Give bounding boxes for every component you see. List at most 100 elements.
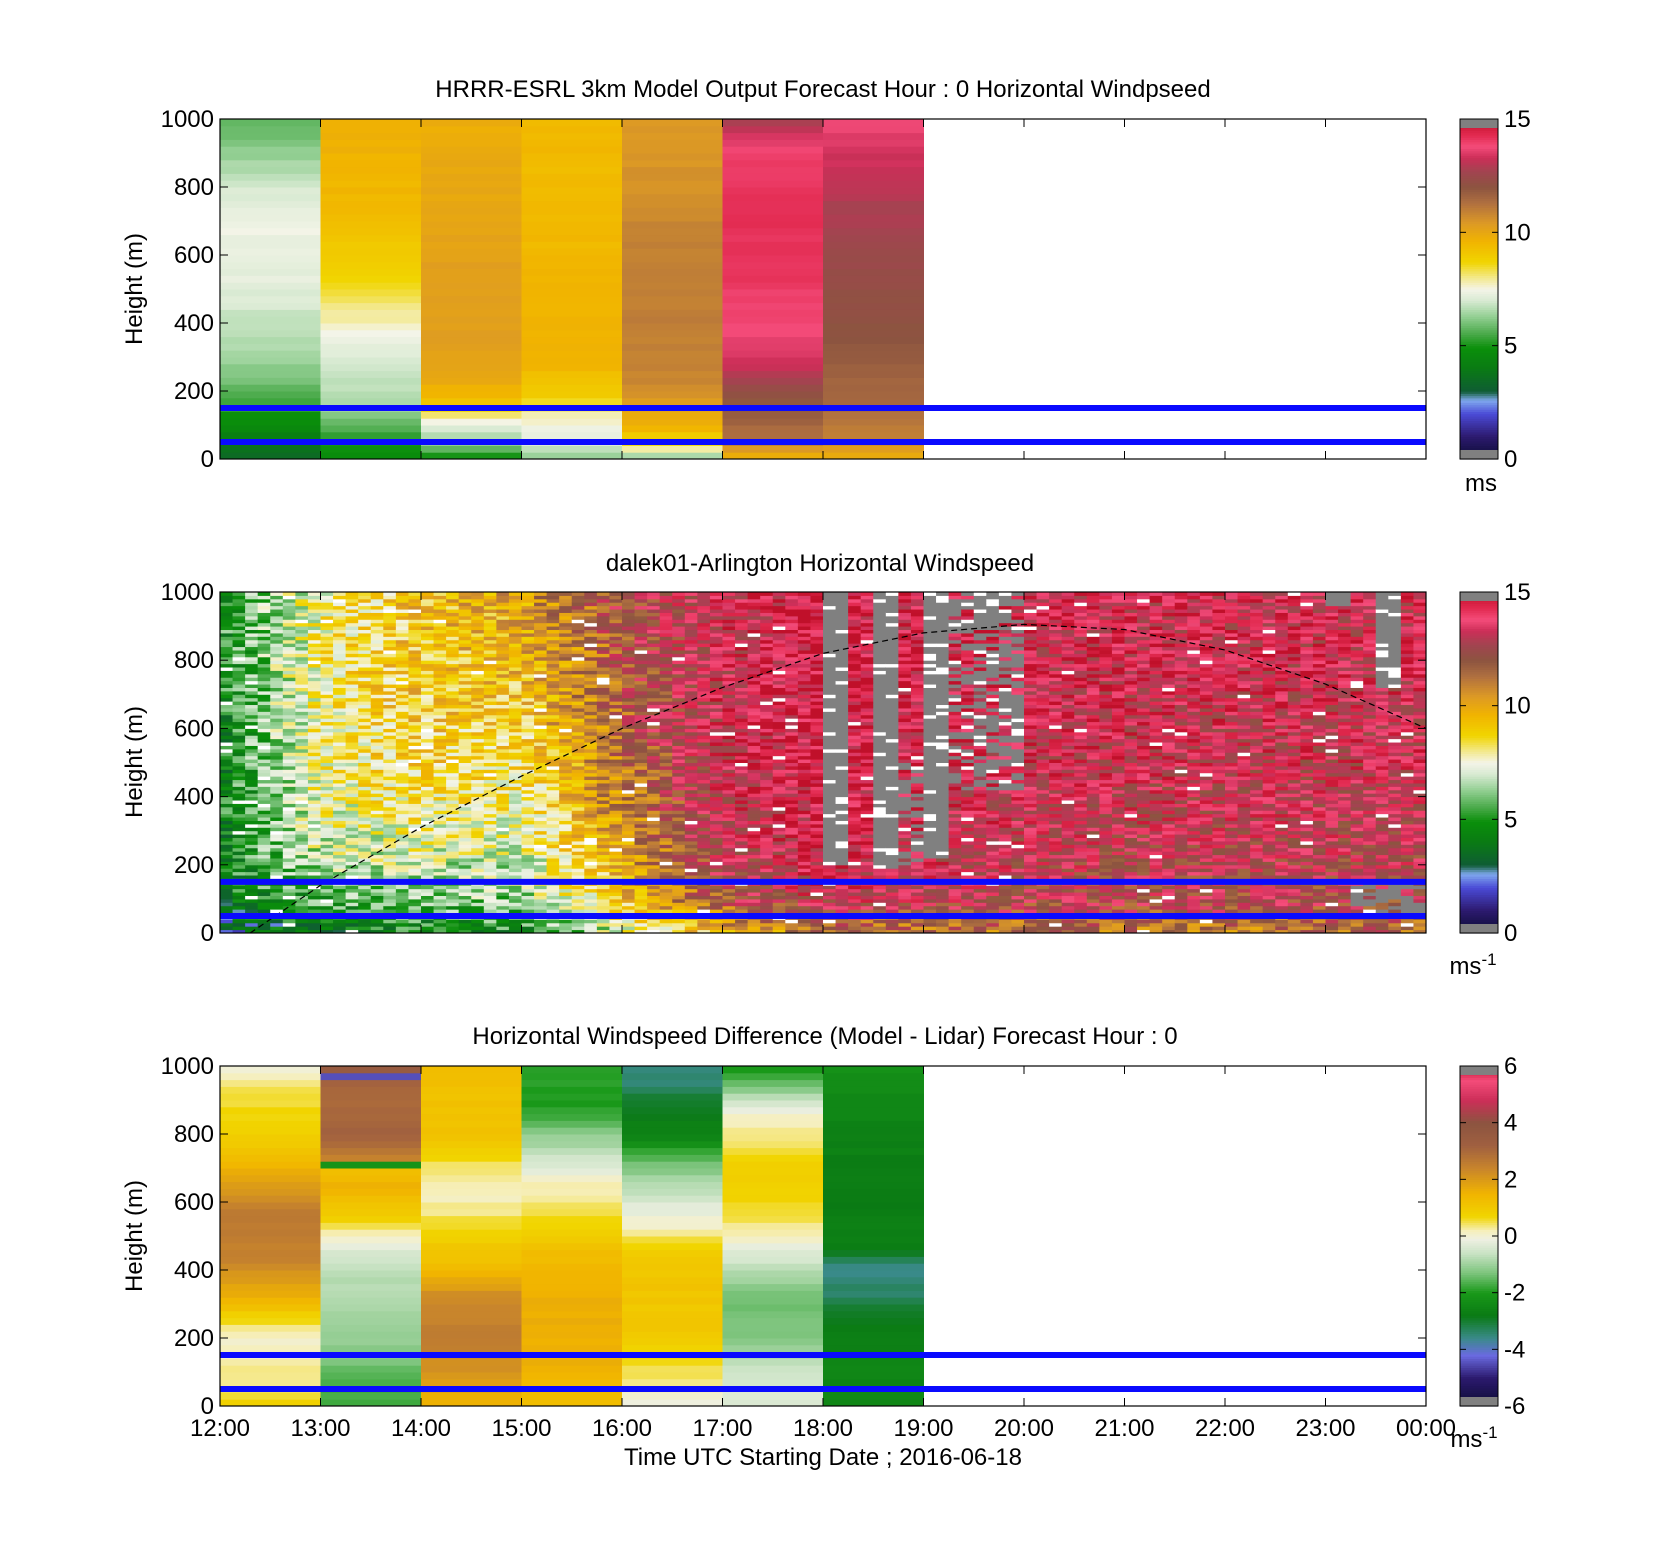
heatmap-cell	[257, 731, 271, 736]
heatmap-cell	[295, 844, 309, 849]
heatmap-cell	[622, 605, 636, 610]
heatmap-cell	[220, 241, 321, 249]
heatmap-cell	[471, 861, 485, 866]
heatmap-cell	[659, 615, 673, 620]
heatmap-cell	[421, 830, 435, 835]
heatmap-cell	[220, 742, 234, 746]
heatmap-cell	[709, 605, 723, 610]
heatmap-cell	[245, 844, 259, 849]
heatmap-cell	[521, 445, 623, 453]
heatmap-cell	[320, 615, 334, 620]
heatmap-cell	[270, 765, 284, 770]
heatmap-cell	[559, 735, 573, 740]
heatmap-cell	[307, 605, 321, 610]
heatmap-cell	[408, 649, 422, 654]
heatmap-cell	[634, 885, 648, 890]
heatmap-cell	[232, 615, 246, 620]
colorbar-swatch	[1460, 338, 1498, 342]
heatmap-cell	[672, 701, 686, 706]
heatmap-cell	[672, 844, 686, 849]
heatmap-cell	[647, 834, 661, 839]
heatmap-cell	[320, 660, 334, 665]
heatmap-cell	[270, 721, 284, 726]
heatmap-cell	[433, 929, 447, 933]
heatmap-cell	[496, 755, 510, 760]
heatmap-cell	[496, 592, 510, 596]
heatmap-cell	[647, 837, 661, 842]
heatmap-cell	[345, 629, 359, 634]
heatmap-cell	[471, 871, 485, 876]
heatmap-cell	[659, 800, 673, 804]
heatmap-cell	[220, 714, 234, 719]
heatmap-cell	[220, 728, 234, 733]
heatmap-cell	[282, 724, 296, 729]
colorbar-swatch	[1460, 205, 1498, 208]
heatmap-cell	[408, 612, 422, 617]
heatmap-cell	[270, 875, 284, 879]
heatmap-cell	[383, 834, 397, 839]
heatmap-cell	[521, 857, 535, 862]
heatmap-cell	[584, 885, 598, 890]
heatmap-cell	[647, 929, 661, 933]
heatmap-cell	[647, 851, 661, 856]
heatmap-cell	[270, 782, 284, 787]
heatmap-cell	[622, 146, 723, 154]
heatmap-cell	[584, 800, 598, 804]
heatmap-cell	[220, 895, 234, 900]
heatmap-cell	[722, 207, 824, 215]
heatmap-cell	[421, 275, 522, 283]
heatmap-cell	[747, 622, 761, 627]
heatmap-cell	[672, 667, 686, 671]
heatmap-cell	[370, 609, 384, 613]
heatmap-cell	[735, 810, 749, 815]
heatmap-cell	[747, 772, 761, 777]
heatmap-cell	[659, 888, 673, 893]
heatmap-cell	[433, 789, 447, 794]
heatmap-cell	[270, 643, 284, 648]
heatmap-cell	[596, 704, 610, 709]
heatmap-cell	[358, 779, 372, 784]
heatmap-cell	[395, 622, 409, 627]
heatmap-cell	[546, 748, 560, 753]
heatmap-cell	[747, 796, 761, 801]
heatmap-cell	[584, 806, 598, 811]
heatmap-cell	[446, 813, 460, 818]
heatmap-cell	[521, 619, 535, 624]
heatmap-cell	[421, 377, 522, 385]
heatmap-cell	[345, 677, 359, 682]
heatmap-cell	[370, 885, 384, 890]
heatmap-cell	[458, 663, 472, 668]
heatmap-cell	[596, 687, 610, 692]
heatmap-cell	[823, 377, 924, 385]
heatmap-cell	[508, 922, 522, 927]
heatmap-cell	[220, 892, 234, 896]
heatmap-cell	[747, 684, 761, 688]
heatmap-cell	[433, 769, 447, 774]
heatmap-cell	[659, 667, 673, 671]
heatmap-cell	[747, 759, 761, 763]
heatmap-cell	[647, 731, 661, 736]
heatmap-cell	[609, 602, 623, 607]
heatmap-cell	[320, 214, 422, 222]
heatmap-cell	[584, 919, 598, 924]
heatmap-cell	[383, 769, 397, 774]
heatmap-cell	[521, 309, 623, 317]
heatmap-cell	[659, 922, 673, 927]
heatmap-cell	[395, 639, 409, 644]
heatmap-cell	[622, 830, 636, 835]
heatmap-cell	[483, 762, 497, 767]
heatmap-cell	[559, 619, 573, 624]
heatmap-cell	[559, 793, 573, 798]
colorbar-swatch	[1460, 397, 1498, 401]
heatmap-cell	[458, 813, 472, 818]
heatmap-cell	[295, 892, 309, 896]
heatmap-cell	[408, 861, 422, 866]
heatmap-cell	[408, 752, 422, 757]
heatmap-cell	[584, 759, 598, 763]
heatmap-cell	[772, 857, 786, 862]
heatmap-cell	[609, 718, 623, 723]
heatmap-cell	[622, 895, 636, 900]
heatmap-cell	[471, 735, 485, 740]
heatmap-cell	[433, 612, 447, 617]
heatmap-cell	[433, 724, 447, 729]
